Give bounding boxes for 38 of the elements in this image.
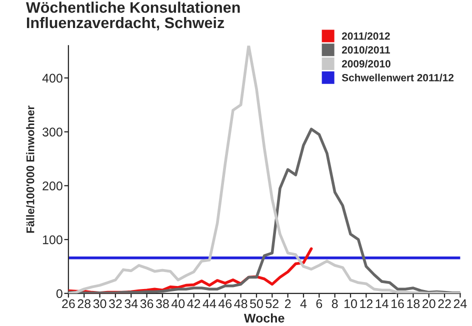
x-tick-label: 8 [332,299,338,308]
x-tick-label: 38 [156,299,169,308]
x-tick-label: 30 [93,299,106,308]
x-tick-label: 6 [316,299,322,308]
y-tick-label: 100 [42,235,62,244]
x-tick-label: 16 [392,299,404,308]
y-tick-label: 0 [56,289,62,298]
legend-label: 2009/2010 [342,60,390,68]
y-axis-title: Fälle/100'000 Einwohner [26,106,34,233]
x-tick-label: 20 [422,299,436,308]
x-axis-title: Woche [244,313,284,323]
x-tick-label: 28 [78,299,91,308]
x-tick-label: 26 [62,299,75,308]
x-tick-label: 32 [108,299,122,308]
x-tick-label: 2 [284,299,291,308]
x-tick-label: 24 [454,299,467,308]
y-tick-label: 200 [42,181,62,190]
x-tick-label: 40 [171,299,185,308]
legend-label: Schwellenwert 2011/12 [342,74,454,82]
x-tick-label: 12 [360,299,373,308]
x-tick-label: 52 [266,299,278,308]
legend-label: 2010/2011 [342,46,390,54]
y-tick-label: 400 [42,74,62,83]
x-tick-label: 22 [438,299,451,308]
legend-label: 2011/2012 [342,32,390,40]
chart-title: Wöchentliche Konsultationen Influenzaverdacht, Schweiz [26,2,240,30]
x-tick-label: 14 [376,299,388,308]
x-tick-label: 34 [124,299,138,308]
x-tick-label: 50 [250,299,263,308]
x-tick-label: 36 [140,299,154,308]
x-tick-label: 10 [344,299,357,308]
x-tick-label: 48 [234,299,248,308]
x-tick-label: 18 [407,299,420,308]
x-tick-label: 42 [187,299,200,308]
x-tick-label: 4 [300,299,307,308]
x-tick-label: 46 [218,299,232,308]
x-tick-label: 44 [202,299,216,308]
y-tick-label: 300 [42,128,62,136]
